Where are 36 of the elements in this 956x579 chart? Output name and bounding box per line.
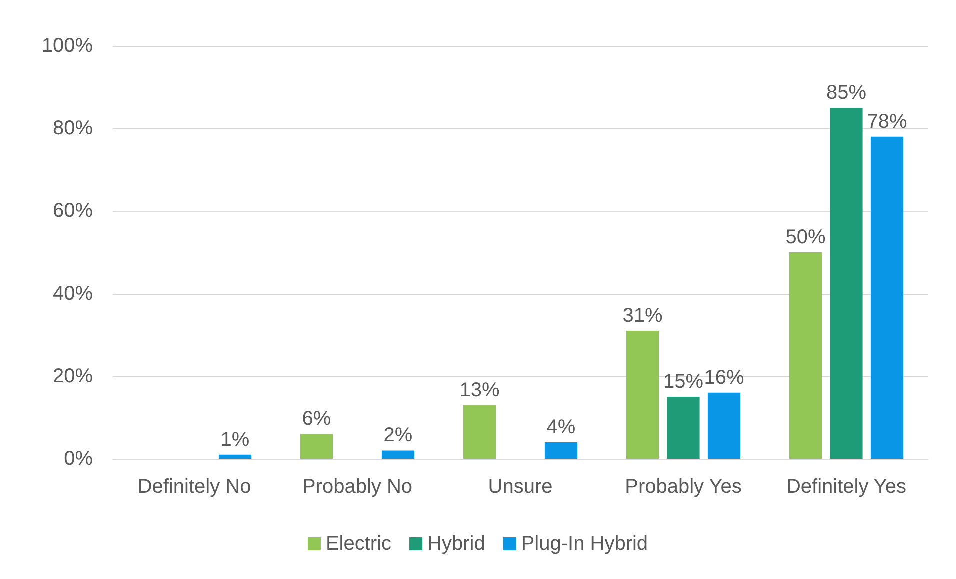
bar: [463, 405, 496, 459]
data-label: 16%: [704, 366, 744, 389]
legend-label: Hybrid: [428, 533, 486, 555]
data-label: 15%: [663, 371, 704, 394]
x-tick-label: Definitely Yes: [786, 476, 907, 498]
bar: [626, 330, 660, 459]
y-tick-label: 20%: [52, 365, 94, 388]
bar: [708, 392, 741, 459]
legend-label: Plug-In Hybrid: [521, 533, 648, 555]
data-label: 31%: [622, 304, 663, 327]
data-label: 4%: [546, 416, 576, 438]
y-tick-label: 60%: [52, 200, 94, 222]
y-tick-label: 100%: [42, 35, 94, 57]
x-tick-label: Probably Yes: [625, 476, 742, 498]
y-tick-label: 40%: [52, 282, 94, 305]
data-label: 6%: [302, 408, 332, 430]
bar: [218, 454, 252, 459]
data-label: 2%: [384, 424, 413, 447]
bar: [870, 136, 904, 459]
y-tick-label: 80%: [52, 118, 94, 140]
bar: [300, 434, 334, 459]
x-tick-label: Probably No: [302, 476, 413, 498]
data-label: 78%: [867, 110, 908, 133]
x-tick-label: Unsure: [488, 476, 553, 498]
bar: [830, 108, 863, 459]
data-label: 1%: [220, 428, 250, 451]
bar: [789, 252, 822, 459]
x-tick-label: Definitely No: [138, 476, 252, 498]
data-label: 85%: [826, 82, 867, 104]
legend-label: Electric: [326, 533, 392, 555]
bar: [667, 397, 700, 459]
y-tick-label: 0%: [64, 448, 94, 470]
data-label: 50%: [786, 226, 826, 248]
bar: [382, 450, 415, 459]
bar: [544, 442, 578, 459]
data-label: 13%: [460, 379, 500, 402]
